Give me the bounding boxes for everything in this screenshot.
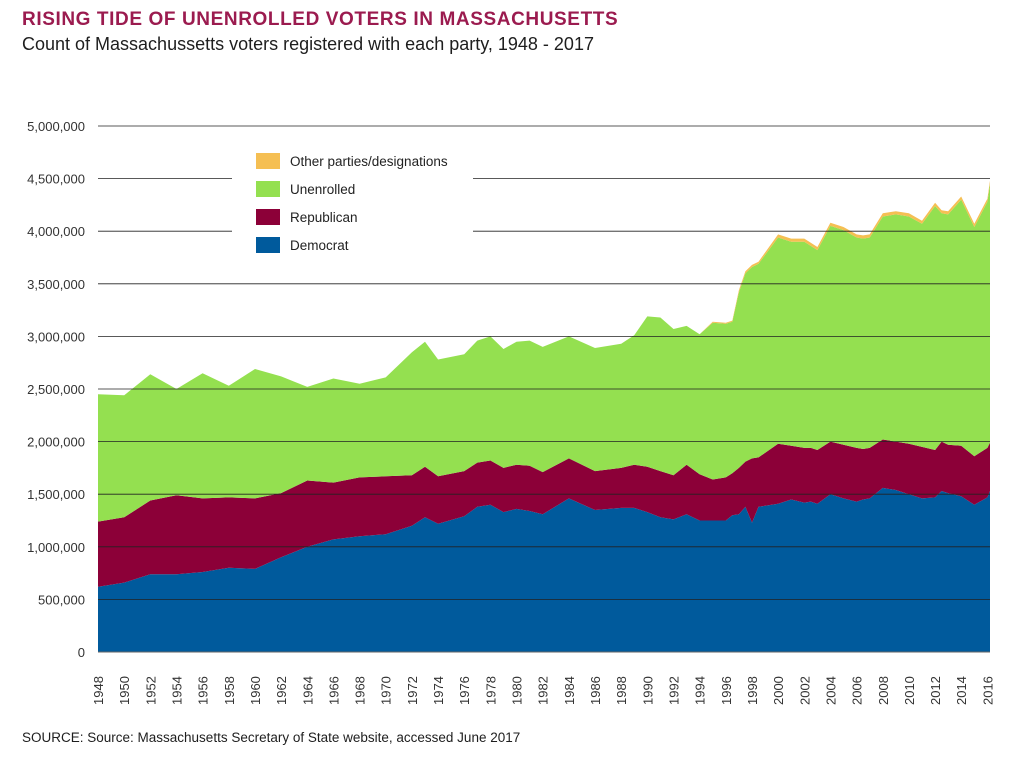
x-tick-label: 1982 <box>536 676 551 705</box>
y-tick-label: 4,500,000 <box>27 172 85 187</box>
x-tick-label: 1954 <box>169 676 184 705</box>
y-tick-label: 1,000,000 <box>27 540 85 555</box>
x-tick-label: 2014 <box>954 676 969 705</box>
x-tick-label: 1950 <box>117 676 132 705</box>
x-tick-label: 1966 <box>326 676 341 705</box>
x-tick-label: 1996 <box>719 676 734 705</box>
x-tick-label: 1984 <box>562 676 577 705</box>
y-tick-label: 1,500,000 <box>27 487 85 502</box>
y-tick-label: 4,000,000 <box>27 224 85 239</box>
x-tick-label: 1962 <box>274 676 289 705</box>
x-tick-label: 1960 <box>248 676 263 705</box>
x-tick-label: 2004 <box>823 676 838 705</box>
x-tick-label: 1976 <box>457 676 472 705</box>
area-layer <box>98 180 990 652</box>
y-axis: 0 500,000 1,000,000 1,500,000 2,000,000 2,500… <box>27 119 85 660</box>
x-axis: 1948 1950 1952 1954 1956 1958 1960 1962 1964 1966… <box>91 676 995 705</box>
x-tick-label: 1948 <box>91 676 106 705</box>
gridlines <box>98 125 990 653</box>
x-tick-label: 2000 <box>771 676 786 705</box>
area-republican <box>98 439 990 587</box>
x-tick-label: 1988 <box>614 676 629 705</box>
legend-label: Republican <box>290 210 358 225</box>
chart-subtitle: Count of Massachussetts voters registere… <box>22 34 594 54</box>
x-tick-label: 1974 <box>431 676 446 705</box>
legend-label: Unenrolled <box>290 182 355 197</box>
legend-swatch <box>256 153 280 169</box>
x-tick-label: 1994 <box>693 676 708 705</box>
x-tick-label: 1986 <box>588 676 603 705</box>
chart-title: RISING TIDE OF UNENROLLED VOTERS IN MASS… <box>22 9 619 30</box>
x-tick-label: 1956 <box>196 676 211 705</box>
legend-label: Other parties/designations <box>290 154 448 169</box>
y-tick-label: 3,500,000 <box>27 277 85 292</box>
y-tick-label: 2,000,000 <box>27 435 85 450</box>
source-note: SOURCE: Source: Massachusetts Secretary … <box>22 730 521 745</box>
x-tick-label: 2002 <box>797 676 812 705</box>
y-tick-label: 2,500,000 <box>27 382 85 397</box>
x-tick-label: 2008 <box>876 676 891 705</box>
x-tick-label: 2012 <box>928 676 943 705</box>
x-tick-label: 1998 <box>745 676 760 705</box>
legend-swatch <box>256 209 280 225</box>
x-tick-label: 2006 <box>850 676 865 705</box>
x-tick-label: 1972 <box>405 676 420 705</box>
x-tick-label: 1970 <box>379 676 394 705</box>
legend: Other parties/designations Unenrolled Repu… <box>256 153 448 253</box>
y-tick-label: 500,000 <box>38 592 85 607</box>
y-tick-label: 0 <box>78 645 85 660</box>
x-tick-label: 1978 <box>483 676 498 705</box>
area-unenrolled <box>98 183 990 522</box>
legend-swatch <box>256 237 280 253</box>
x-tick-label: 1992 <box>666 676 681 705</box>
legend-swatch <box>256 181 280 197</box>
y-tick-label: 3,000,000 <box>27 329 85 344</box>
x-tick-label: 2010 <box>902 676 917 705</box>
x-tick-label: 2016 <box>980 676 995 705</box>
x-tick-label: 1968 <box>353 676 368 705</box>
x-tick-label: 1964 <box>300 676 315 705</box>
area-democrat <box>98 487 990 652</box>
x-tick-label: 1990 <box>640 676 655 705</box>
x-tick-label: 1952 <box>143 676 158 705</box>
x-tick-label: 1980 <box>510 676 525 705</box>
x-tick-label: 1958 <box>222 676 237 705</box>
legend-label: Democrat <box>290 238 349 253</box>
y-tick-label: 5,000,000 <box>27 119 85 134</box>
